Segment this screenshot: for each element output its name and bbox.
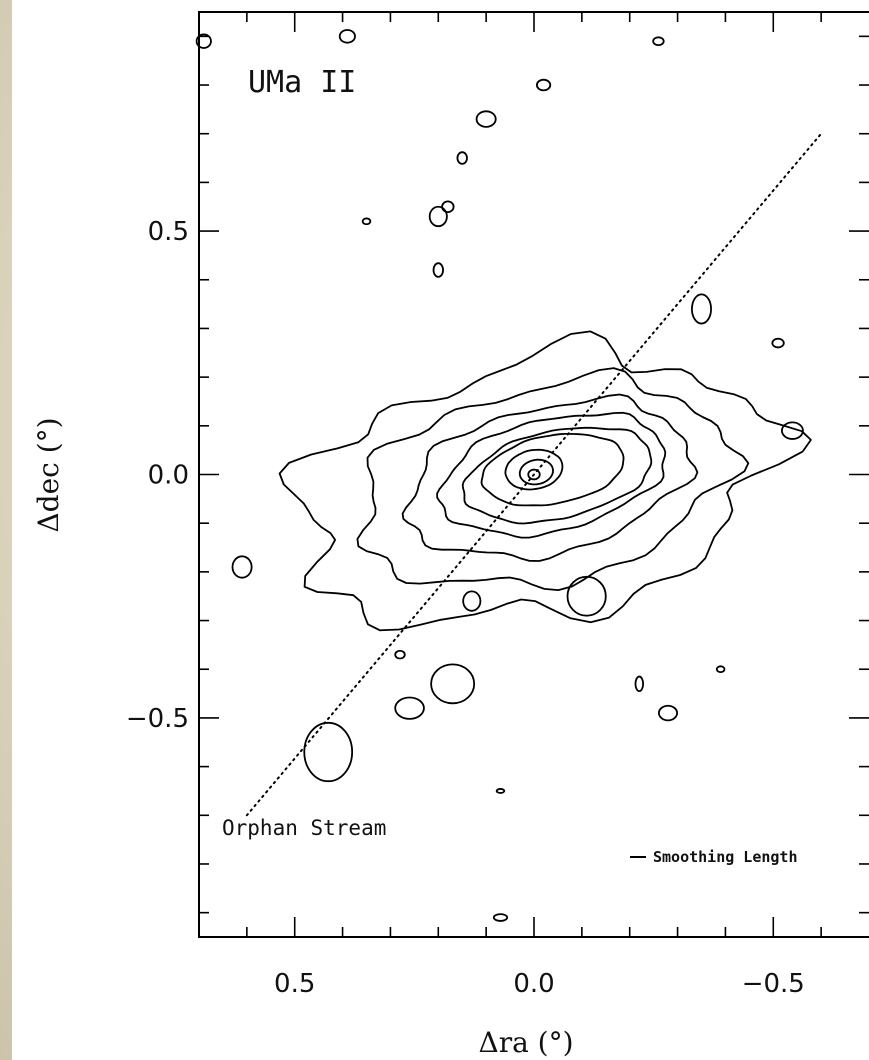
isolated-contour (361, 217, 372, 226)
contour-level-3 (401, 393, 699, 562)
isolated-contour (303, 721, 354, 783)
isolated-contour (475, 110, 497, 128)
contour-level-6 (480, 433, 625, 507)
isolated-contour (231, 555, 253, 579)
isolated-contour (658, 704, 678, 722)
tick-layer (199, 12, 869, 937)
isolated-contour (652, 36, 665, 47)
y-axis-label: Δdec (°) (32, 417, 65, 532)
blob-layer (195, 29, 804, 922)
isolated-contour (492, 913, 509, 922)
isolated-contour (394, 696, 425, 720)
object-label: UMa II (248, 65, 356, 100)
x-tick-label: −0.5 (742, 969, 805, 999)
isolated-contour (338, 29, 356, 44)
isolated-contour (535, 78, 552, 92)
contour-chart: 0.5 0.0 −0.5 0.5 0.0 −0.5 UMa II Orphan Strea… (32, 11, 869, 1059)
y-tick-label: −0.5 (126, 704, 189, 734)
isolated-contour (495, 788, 506, 794)
contour-level-8 (518, 458, 554, 486)
contour-layer (278, 330, 812, 632)
x-tick-label: 0.5 (274, 969, 315, 999)
isolated-contour (441, 200, 455, 213)
contour-level-7 (504, 448, 564, 491)
isolated-contour (456, 151, 468, 165)
smoothing-label: Smoothing Length (653, 848, 798, 866)
isolated-contour (195, 33, 212, 49)
contour-level-2 (356, 367, 750, 591)
isolated-contour (634, 675, 645, 693)
isolated-contour (428, 205, 448, 228)
tick-label-layer: 0.5 0.0 −0.5 0.5 0.0 −0.5 (126, 217, 805, 999)
isolated-contour (430, 663, 476, 705)
isolated-contour (394, 649, 406, 660)
isolated-contour (432, 262, 444, 278)
x-tick-label: 0.0 (513, 969, 554, 999)
contour-level-5 (461, 426, 653, 525)
x-axis-label: Δra (°) (478, 1026, 573, 1059)
isolated-contour (462, 590, 482, 612)
isolated-contour (771, 337, 785, 349)
contour-level-1 (278, 330, 812, 632)
y-tick-label: 0.0 (148, 461, 189, 491)
orphan-stream-line (245, 132, 823, 817)
y-tick-label: 0.5 (148, 217, 189, 247)
isolated-contour (715, 665, 726, 674)
contour-level-4 (436, 411, 667, 539)
isolated-contour (566, 575, 607, 617)
stream-label: Orphan Stream (222, 816, 386, 840)
isolated-contour (781, 421, 804, 440)
chart-figure: 0.5 0.0 −0.5 0.5 0.0 −0.5 UMa II Orphan Strea… (12, 0, 869, 1060)
isolated-contour (691, 293, 712, 325)
